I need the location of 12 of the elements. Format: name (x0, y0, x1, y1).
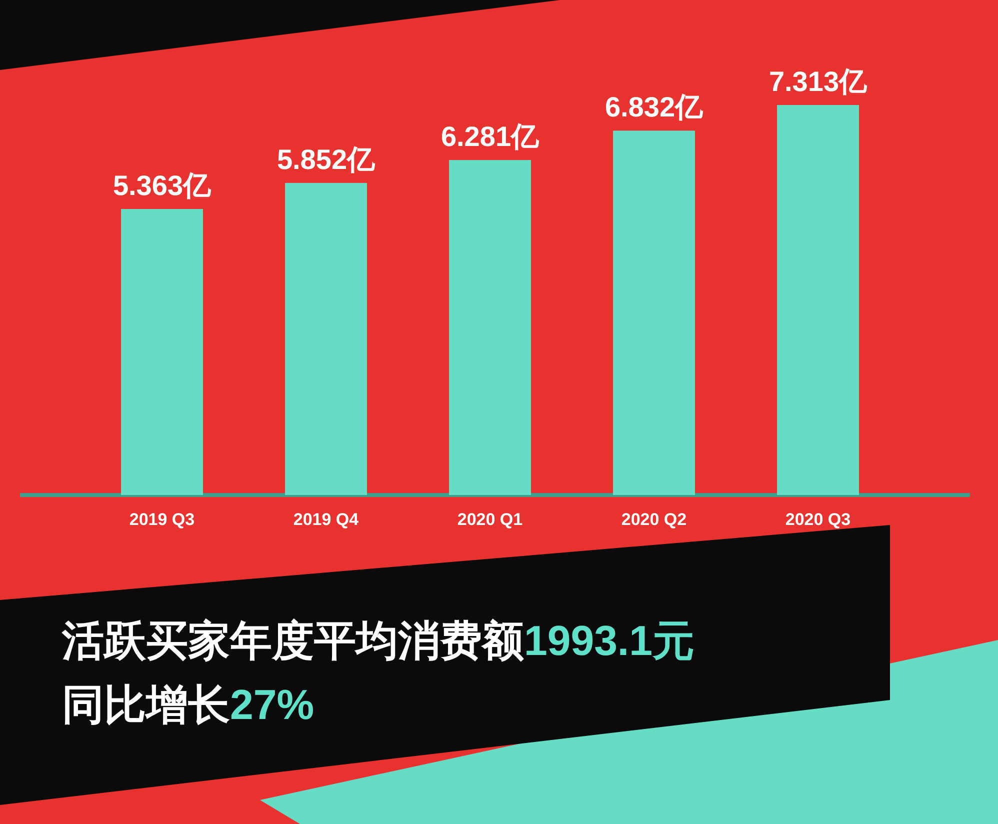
data-label: 6.832亿 (604, 92, 704, 123)
text: 同比增长27% (62, 681, 314, 728)
data-label: 7.313亿 (768, 66, 868, 97)
text: 活跃买家年度平均消费额1993.1元 (61, 617, 694, 664)
x-tick-label: 2019 Q4 (293, 510, 360, 529)
data-label: 6.281亿 (440, 121, 540, 152)
data-label: 5.852亿 (276, 144, 376, 175)
x-tick-label: 2020 Q1 (457, 510, 523, 529)
x-tick-label: 2020 Q2 (621, 510, 687, 529)
x-tick-label: 2020 Q3 (785, 510, 851, 529)
data-label: 5.363亿 (112, 170, 212, 201)
x-tick-label: 2019 Q3 (129, 510, 195, 529)
